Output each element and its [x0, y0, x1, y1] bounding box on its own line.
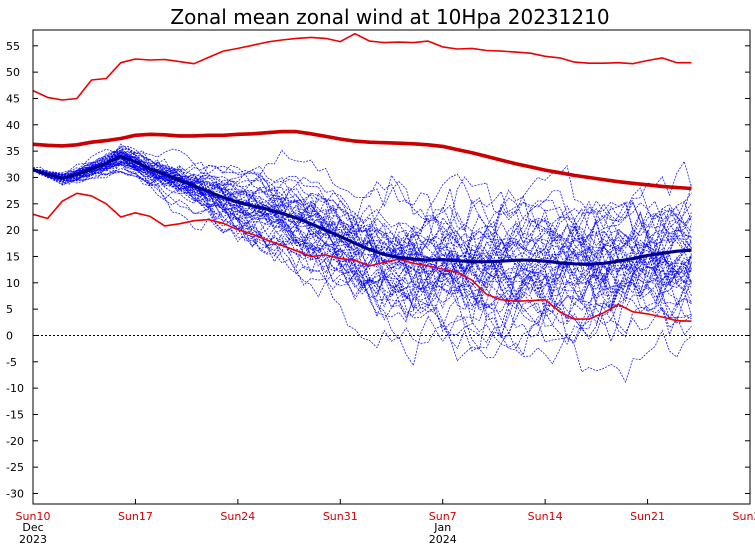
ensemble-member-line: [33, 156, 692, 312]
y-tick-label: -10: [6, 382, 24, 395]
ensemble-member-line: [33, 147, 692, 313]
y-tick-label: -25: [6, 461, 24, 474]
y-tick-label: -5: [6, 356, 17, 369]
plot-area: [33, 32, 750, 384]
y-tick-label: 55: [6, 40, 20, 53]
ensemble-member-line: [33, 164, 692, 296]
y-tick-label: -15: [6, 408, 24, 421]
plot-frame: [32, 29, 751, 505]
series-line-climatology-max: [33, 32, 692, 101]
y-tick-label: 35: [6, 145, 20, 158]
ensemble-member-line: [33, 145, 692, 306]
x-tick-label: Sun10: [16, 510, 51, 523]
x-tick-label: Sun14: [528, 510, 563, 523]
ensemble-member-line: [33, 164, 692, 252]
x-tick-month: Dec: [22, 521, 43, 534]
ensemble-member-line: [33, 161, 692, 314]
series-line-ensemble-mean: [33, 154, 692, 266]
y-tick-label: 25: [6, 198, 20, 211]
y-tick-label: 50: [6, 66, 20, 79]
ensemble-member-line: [33, 160, 692, 262]
y-tick-label: 30: [6, 171, 20, 184]
ensemble-member-line: [33, 152, 692, 283]
x-tick-label: Sun17: [118, 510, 153, 523]
y-tick-label: 0: [6, 329, 13, 342]
ensemble-member-line: [33, 154, 692, 308]
ensemble-member-line: [33, 151, 692, 314]
y-tick-label: 5: [6, 303, 13, 316]
ensemble-member-line: [33, 160, 692, 278]
x-tick-label: Sun7: [429, 510, 457, 523]
ensemble-member-line: [33, 170, 692, 311]
y-tick-label: 20: [6, 224, 20, 237]
ensemble-member-line: [33, 159, 692, 279]
ensemble-member-line: [33, 157, 692, 329]
x-tick-label: Sun31: [323, 510, 358, 523]
x-tick-label: Sun28: [733, 510, 755, 523]
ensemble-member-line: [33, 154, 692, 356]
x-tick-label: Sun24: [220, 510, 255, 523]
y-tick-label: -30: [6, 487, 24, 500]
y-tick-label: 45: [6, 92, 20, 105]
y-tick-label: 15: [6, 250, 20, 263]
series-line-climatology-min: [33, 192, 692, 322]
axes: 5550454035302520151050-5-10-15-20-25-30S…: [6, 40, 755, 546]
y-tick-label: 40: [6, 119, 20, 132]
y-tick-label: 10: [6, 277, 20, 290]
series-line-climatology-mean: [33, 129, 692, 191]
ensemble-member-line: [33, 149, 692, 299]
ensemble-member-line: [33, 161, 692, 339]
ensemble-member-line: [33, 155, 692, 350]
x-tick-year: 2024: [429, 533, 457, 546]
x-tick-label: Sun21: [630, 510, 665, 523]
y-tick-label: -20: [6, 435, 24, 448]
ensemble-member-line: [33, 151, 692, 343]
ensemble-member-line: [33, 151, 692, 320]
x-tick-month: Jan: [433, 521, 451, 534]
ensemble-member-line: [33, 157, 692, 281]
chart-title: Zonal mean zonal wind at 10Hpa 20231210: [170, 5, 609, 29]
x-tick-year: 2023: [19, 533, 47, 546]
